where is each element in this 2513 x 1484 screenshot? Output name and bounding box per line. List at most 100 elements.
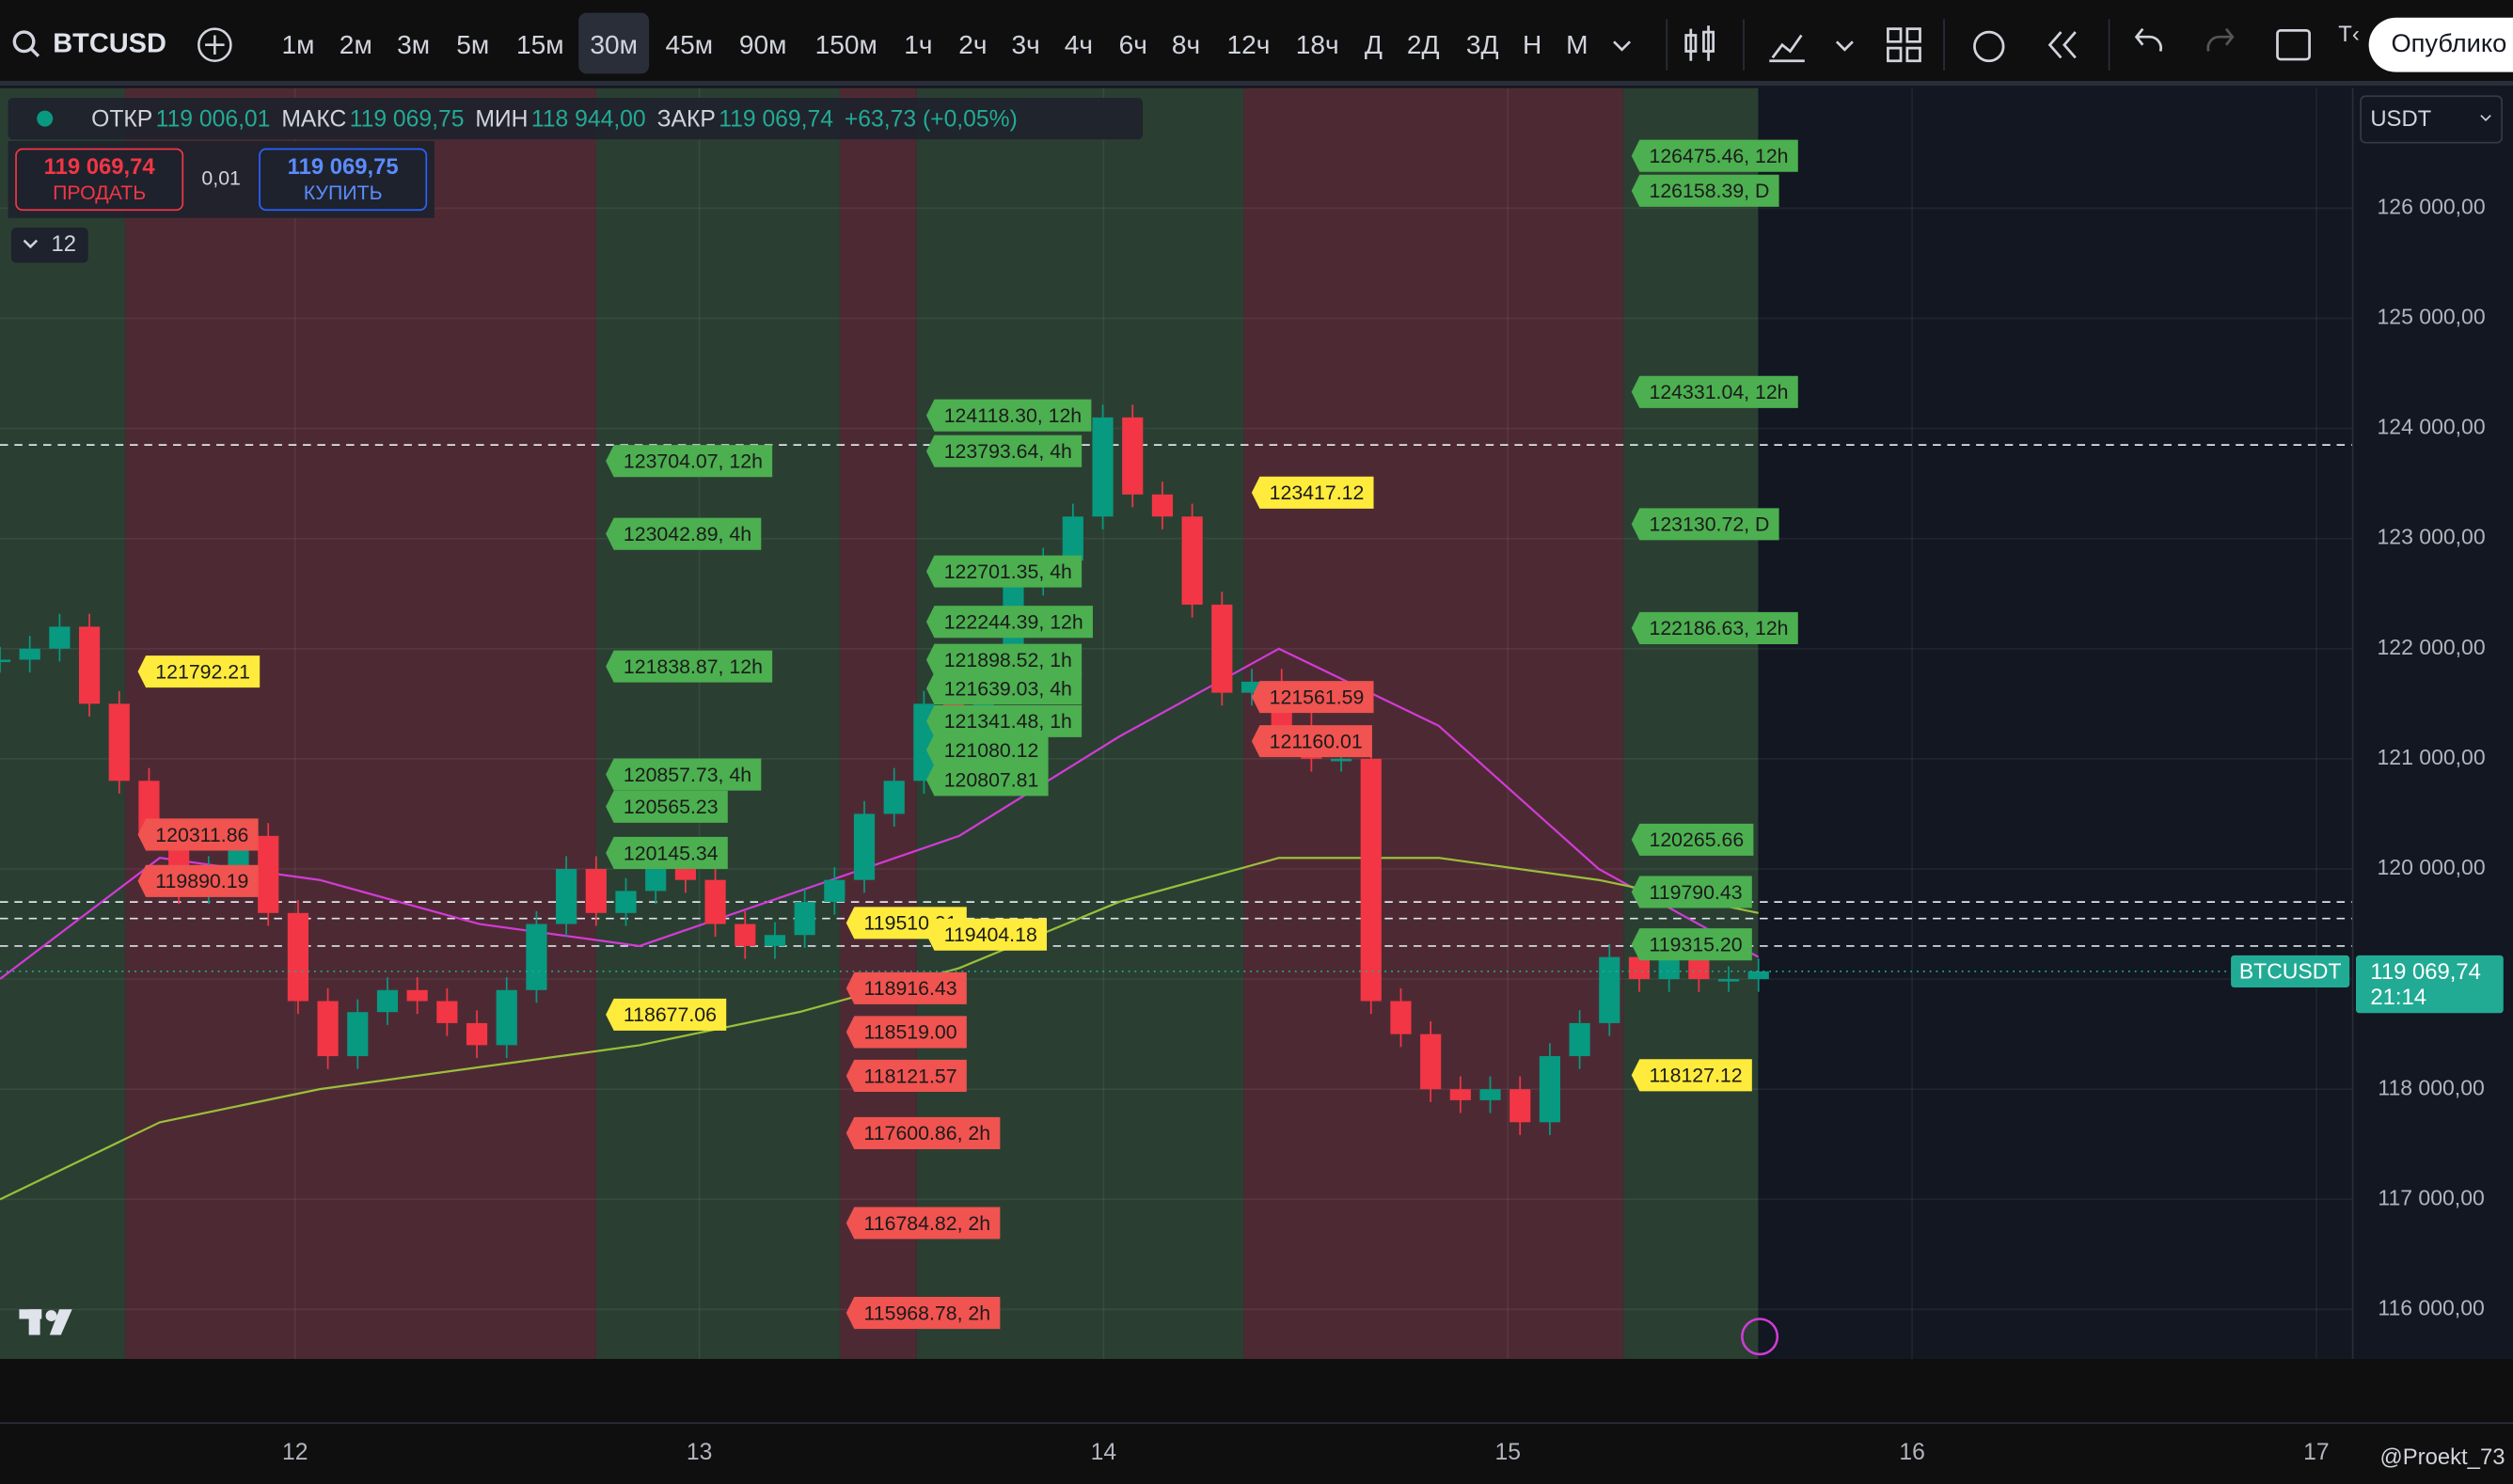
interval[interactable]: 90м (739, 30, 787, 59)
candle (406, 989, 428, 1002)
interval[interactable]: Д (1365, 30, 1383, 59)
sell-button[interactable] (15, 148, 184, 212)
level-label: 121898.52, 1h (944, 649, 1072, 671)
undo-button[interactable] (2134, 27, 2162, 52)
alert-icon[interactable] (1741, 1318, 1779, 1356)
level-label: 119315.20 (1650, 933, 1743, 955)
level-box (1251, 681, 1374, 714)
publish-label: Опублико (2391, 28, 2506, 57)
level-label: 122701.35, 4h (944, 560, 1072, 583)
toolbar-icons (1684, 25, 2311, 63)
price-tick-label: 121 000,00 (2378, 745, 2486, 769)
interval[interactable]: 3ч (1011, 30, 1039, 59)
candle (496, 989, 517, 1046)
buy-button[interactable] (259, 148, 428, 212)
level-label: 119790.43 (1650, 881, 1743, 904)
legend-panel (8, 97, 1144, 140)
candle (1509, 1089, 1531, 1123)
candle (1717, 979, 1740, 982)
symbol[interactable]: BTCUSD (53, 28, 166, 58)
price-tick-label: 123 000,00 (2378, 525, 2486, 549)
indicators-dropdown[interactable] (1835, 40, 1854, 52)
interval[interactable]: 3Д (1466, 30, 1499, 59)
candle (1330, 758, 1352, 762)
candle (347, 1012, 369, 1057)
interval[interactable]: 1ч (904, 30, 932, 59)
interval[interactable]: 45м (665, 30, 713, 59)
candle (764, 935, 786, 946)
interval[interactable]: 12ч (1227, 30, 1271, 59)
symbol-tag (2231, 955, 2350, 987)
level-label: 120145.34 (624, 842, 719, 864)
interval[interactable]: 8ч (1172, 30, 1200, 59)
chevron (2480, 115, 2491, 122)
interval[interactable]: 2ч (958, 30, 987, 59)
ohlc-legend: ОТКР 119 006,01 МАКС 119 069,75 МИН 118 944,0… (91, 106, 1018, 132)
alert-button[interactable] (1973, 30, 2005, 63)
level-label: 123417.12 (1270, 482, 1365, 504)
candle (526, 924, 547, 990)
candle (1688, 956, 1710, 980)
level-box (1631, 508, 1779, 541)
level-label: 118677.06 (624, 1003, 717, 1026)
indicators-toggle[interactable] (10, 227, 88, 263)
replay-button[interactable] (2047, 31, 2077, 59)
candle (1211, 604, 1233, 693)
candle (1599, 956, 1620, 1023)
search-icon[interactable] (12, 30, 36, 54)
candle (436, 1001, 458, 1023)
logo-part (28, 1309, 40, 1335)
indicators-button[interactable] (1769, 34, 1805, 63)
logo-part (49, 1309, 72, 1335)
candle (883, 781, 905, 814)
fullscreen-button[interactable] (2276, 29, 2311, 61)
interval[interactable]: М (1566, 30, 1588, 59)
compare-button[interactable] (198, 27, 232, 63)
symbol-tag-label: BTCUSDT (2239, 959, 2342, 984)
publish-button[interactable] (2368, 17, 2513, 72)
interval[interactable]: 2м (340, 30, 372, 59)
candle (615, 891, 637, 913)
interval[interactable]: 5м (456, 30, 489, 59)
candle (704, 879, 726, 924)
layout-button[interactable] (1887, 27, 1921, 63)
interval[interactable]: 2Д (1407, 30, 1440, 59)
date-tick-label: 17 (2303, 1440, 2329, 1465)
candle (794, 902, 815, 936)
interval[interactable]: 15м (516, 30, 564, 59)
interval[interactable]: 150м (815, 30, 877, 59)
quantity[interactable]: 0,01 (201, 166, 240, 189)
candle-type-button[interactable] (1684, 25, 1715, 61)
level-box (925, 606, 1093, 639)
currency-select[interactable] (2360, 95, 2503, 144)
candle (1151, 494, 1174, 517)
level-box (1631, 1059, 1752, 1092)
level-box (1631, 611, 1798, 644)
candle (853, 813, 876, 880)
interval[interactable]: 18ч (1296, 30, 1339, 59)
level-label: 120311.86 (155, 824, 248, 846)
interval[interactable]: 30м (590, 30, 638, 59)
level-box (846, 1016, 967, 1049)
moving-average (0, 647, 1760, 980)
candle (1658, 956, 1680, 980)
level-box (1631, 174, 1779, 207)
candle (1449, 1089, 1471, 1100)
interval-dropdown[interactable] (1613, 40, 1631, 52)
candle (585, 868, 607, 913)
candle (1479, 1089, 1501, 1100)
level-label: 123704.07, 12h (624, 450, 763, 473)
interval[interactable]: 6ч (1119, 30, 1147, 59)
redo-button[interactable] (2206, 27, 2235, 52)
interval[interactable]: 1м (281, 30, 314, 59)
level-label: 116784.82, 2h (864, 1212, 991, 1235)
interval[interactable]: 4ч (1065, 30, 1093, 59)
zone-green (0, 87, 125, 1360)
candle (824, 879, 846, 903)
interval[interactable]: Н (1523, 30, 1541, 59)
zone-green (595, 87, 840, 1360)
interval[interactable]: 3м (397, 30, 430, 59)
level-label: 121160.01 (1270, 730, 1363, 752)
session-zones (0, 87, 1759, 1360)
